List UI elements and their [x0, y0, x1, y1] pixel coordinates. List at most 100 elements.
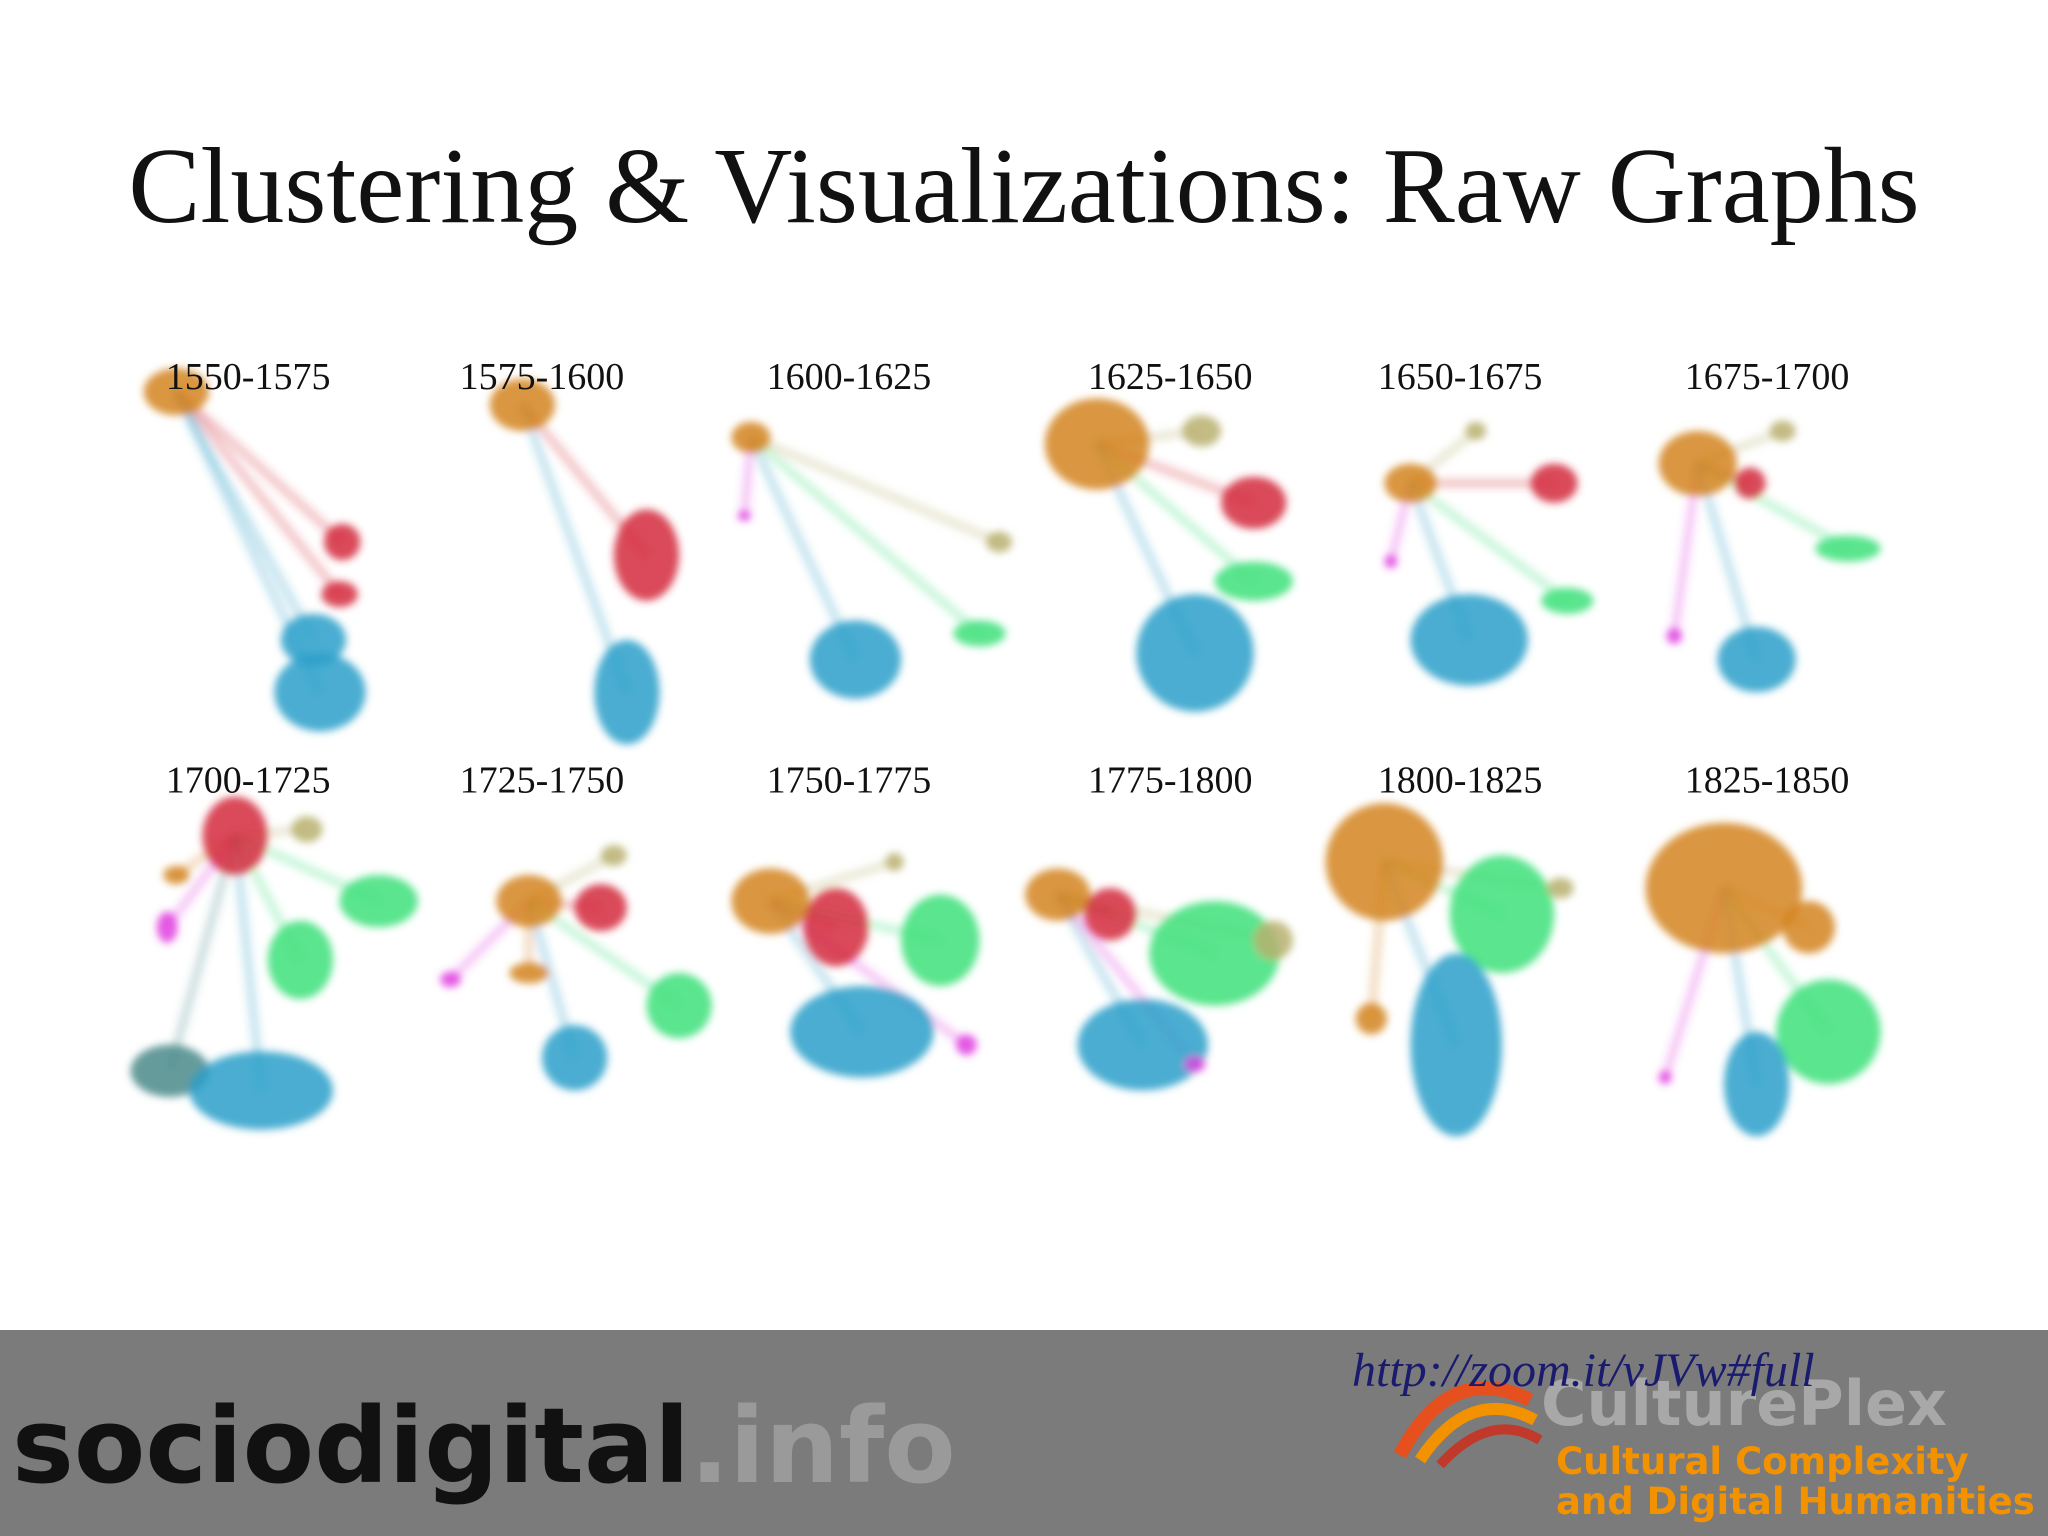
network-graph [489, 378, 680, 745]
period-label: 1800-1825 [1378, 760, 1543, 802]
cluster [1214, 561, 1293, 601]
graph-edges [517, 403, 632, 694]
graph-edges [164, 834, 240, 1073]
brand-line-2: and Digital Humanities [1556, 1480, 2035, 1523]
graph-edges [746, 435, 860, 662]
cluster [1717, 626, 1796, 693]
cluster [323, 523, 361, 561]
network-graph [1044, 398, 1293, 712]
cluster [1547, 877, 1574, 899]
network-graph [1025, 868, 1293, 1091]
cluster [1410, 594, 1529, 686]
period-label: 1625-1650 [1088, 356, 1253, 398]
cluster [202, 796, 268, 876]
cluster [1666, 628, 1683, 644]
cluster [267, 920, 334, 1000]
period-labels: 1550-1575 1575-1600 1600-1625 1625-1650 1650… [166, 356, 1850, 802]
footer-band [0, 1330, 2048, 1536]
period-label: 1725-1750 [460, 760, 625, 802]
cluster [1384, 555, 1398, 569]
period-label: 1600-1625 [767, 356, 932, 398]
cluster [790, 986, 934, 1078]
cluster [143, 368, 209, 416]
plex-bird [1393, 1381, 1543, 1469]
period-label: 1700-1725 [166, 760, 331, 802]
cluster [1723, 1031, 1790, 1137]
graph-edges [767, 897, 970, 1049]
cluster [509, 962, 549, 984]
cluster [1541, 587, 1594, 614]
cluster [600, 844, 627, 866]
network-graph [130, 796, 418, 1130]
slide-title: Clustering & Visualizations: Raw Graphs [128, 127, 1919, 246]
cluster [885, 852, 904, 872]
cluster [496, 875, 562, 928]
cluster [489, 378, 556, 431]
cluster [1734, 467, 1766, 499]
cluster [156, 911, 178, 943]
cluster [163, 865, 190, 885]
cluster [1410, 953, 1502, 1137]
network-graph [440, 844, 712, 1091]
cluster [291, 816, 323, 843]
cluster [986, 531, 1013, 553]
cluster [1136, 594, 1254, 712]
period-label: 1550-1575 [166, 356, 331, 398]
period-label: 1575-1600 [460, 356, 625, 398]
cluster [1044, 398, 1150, 490]
network-graph [731, 852, 980, 1078]
network-graph [731, 421, 1013, 699]
cluster [1658, 430, 1737, 497]
network-graph [1325, 803, 1574, 1137]
cluster [1325, 803, 1444, 921]
graph-edges [1407, 479, 1571, 605]
logo-main: sociodigital.info [12, 1385, 956, 1507]
cluster [1815, 535, 1881, 562]
network-graph [1645, 822, 1881, 1137]
cluster [1253, 920, 1293, 960]
cluster [646, 972, 712, 1039]
cluster [1184, 1056, 1206, 1073]
cluster [613, 509, 680, 601]
cluster [1149, 901, 1280, 1006]
network-graph [143, 368, 366, 732]
graph-edges [171, 389, 318, 643]
period-label: 1675-1700 [1685, 356, 1850, 398]
period-label: 1775-1800 [1088, 760, 1253, 802]
cluster [280, 613, 347, 667]
cluster [574, 884, 627, 932]
cluster [1355, 1003, 1387, 1035]
graph-edges [747, 433, 983, 638]
cluster [1384, 463, 1437, 503]
brand-line-1: Cultural Complexity [1556, 1440, 1969, 1483]
cluster [1645, 822, 1803, 954]
cluster [541, 1025, 608, 1091]
cluster [1769, 420, 1796, 442]
cluster [737, 510, 751, 522]
cluster [803, 888, 869, 967]
period-label: 1750-1775 [767, 760, 932, 802]
cluster [1465, 421, 1487, 441]
network-graph [1384, 421, 1594, 686]
cluster [1077, 999, 1209, 1091]
cluster [274, 653, 366, 732]
cluster [955, 1034, 977, 1056]
network-graph [1658, 420, 1881, 693]
cluster [953, 620, 1006, 647]
logo-suffix: .info [690, 1385, 956, 1507]
cluster [731, 421, 771, 454]
link[interactable]: http://zoom.it/vJVw#full [1352, 1344, 1815, 1397]
cluster [130, 1044, 209, 1098]
graph-edges [1693, 462, 1762, 661]
graph-edges [749, 432, 1002, 547]
cluster [809, 620, 902, 699]
cluster [1782, 901, 1835, 954]
graph-edges [230, 835, 267, 1092]
cluster [321, 581, 358, 608]
logo-main-text: sociodigital [12, 1385, 690, 1507]
cluster [731, 868, 810, 934]
period-label: 1825-1850 [1685, 760, 1850, 802]
